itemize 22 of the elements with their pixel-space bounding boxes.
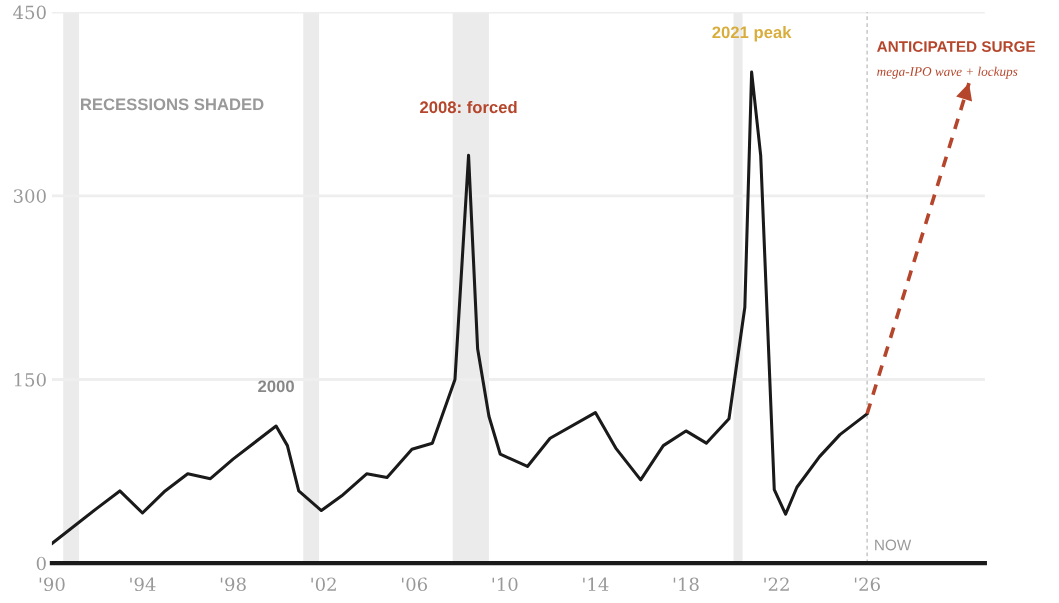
- annotation: RECESSIONS SHADED: [80, 98, 264, 111]
- x-tick-label: '18: [673, 577, 699, 592]
- y-tick-label: 0: [36, 556, 46, 571]
- annotation: 2008: forced: [420, 100, 517, 114]
- line-series: [51, 70, 869, 546]
- x-tick-label: '26: [854, 577, 880, 592]
- x-tick-label: '22: [764, 577, 789, 591]
- x-tick-label: '06: [402, 577, 428, 592]
- y-tick-label: 300: [13, 189, 46, 203]
- x-tick-label: '98: [220, 577, 246, 592]
- annotation: 2000: [258, 380, 294, 393]
- ref-line-label: NOW: [875, 539, 912, 551]
- x-tick-label: '14: [583, 577, 609, 591]
- annotation: 2021 peak: [712, 25, 792, 42]
- y-tick-label: 150: [14, 372, 46, 387]
- x-tick-label: '02: [311, 577, 336, 592]
- x-tick-label: '94: [130, 577, 156, 592]
- x-tick-label: '90: [39, 577, 65, 592]
- annotation: ANTICIPATED SURGE: [877, 41, 1036, 52]
- y-tick-label: 450: [13, 5, 46, 20]
- annotation: mega-IPO wave + lockups: [877, 66, 1018, 79]
- x-tick-label: '10: [492, 577, 518, 592]
